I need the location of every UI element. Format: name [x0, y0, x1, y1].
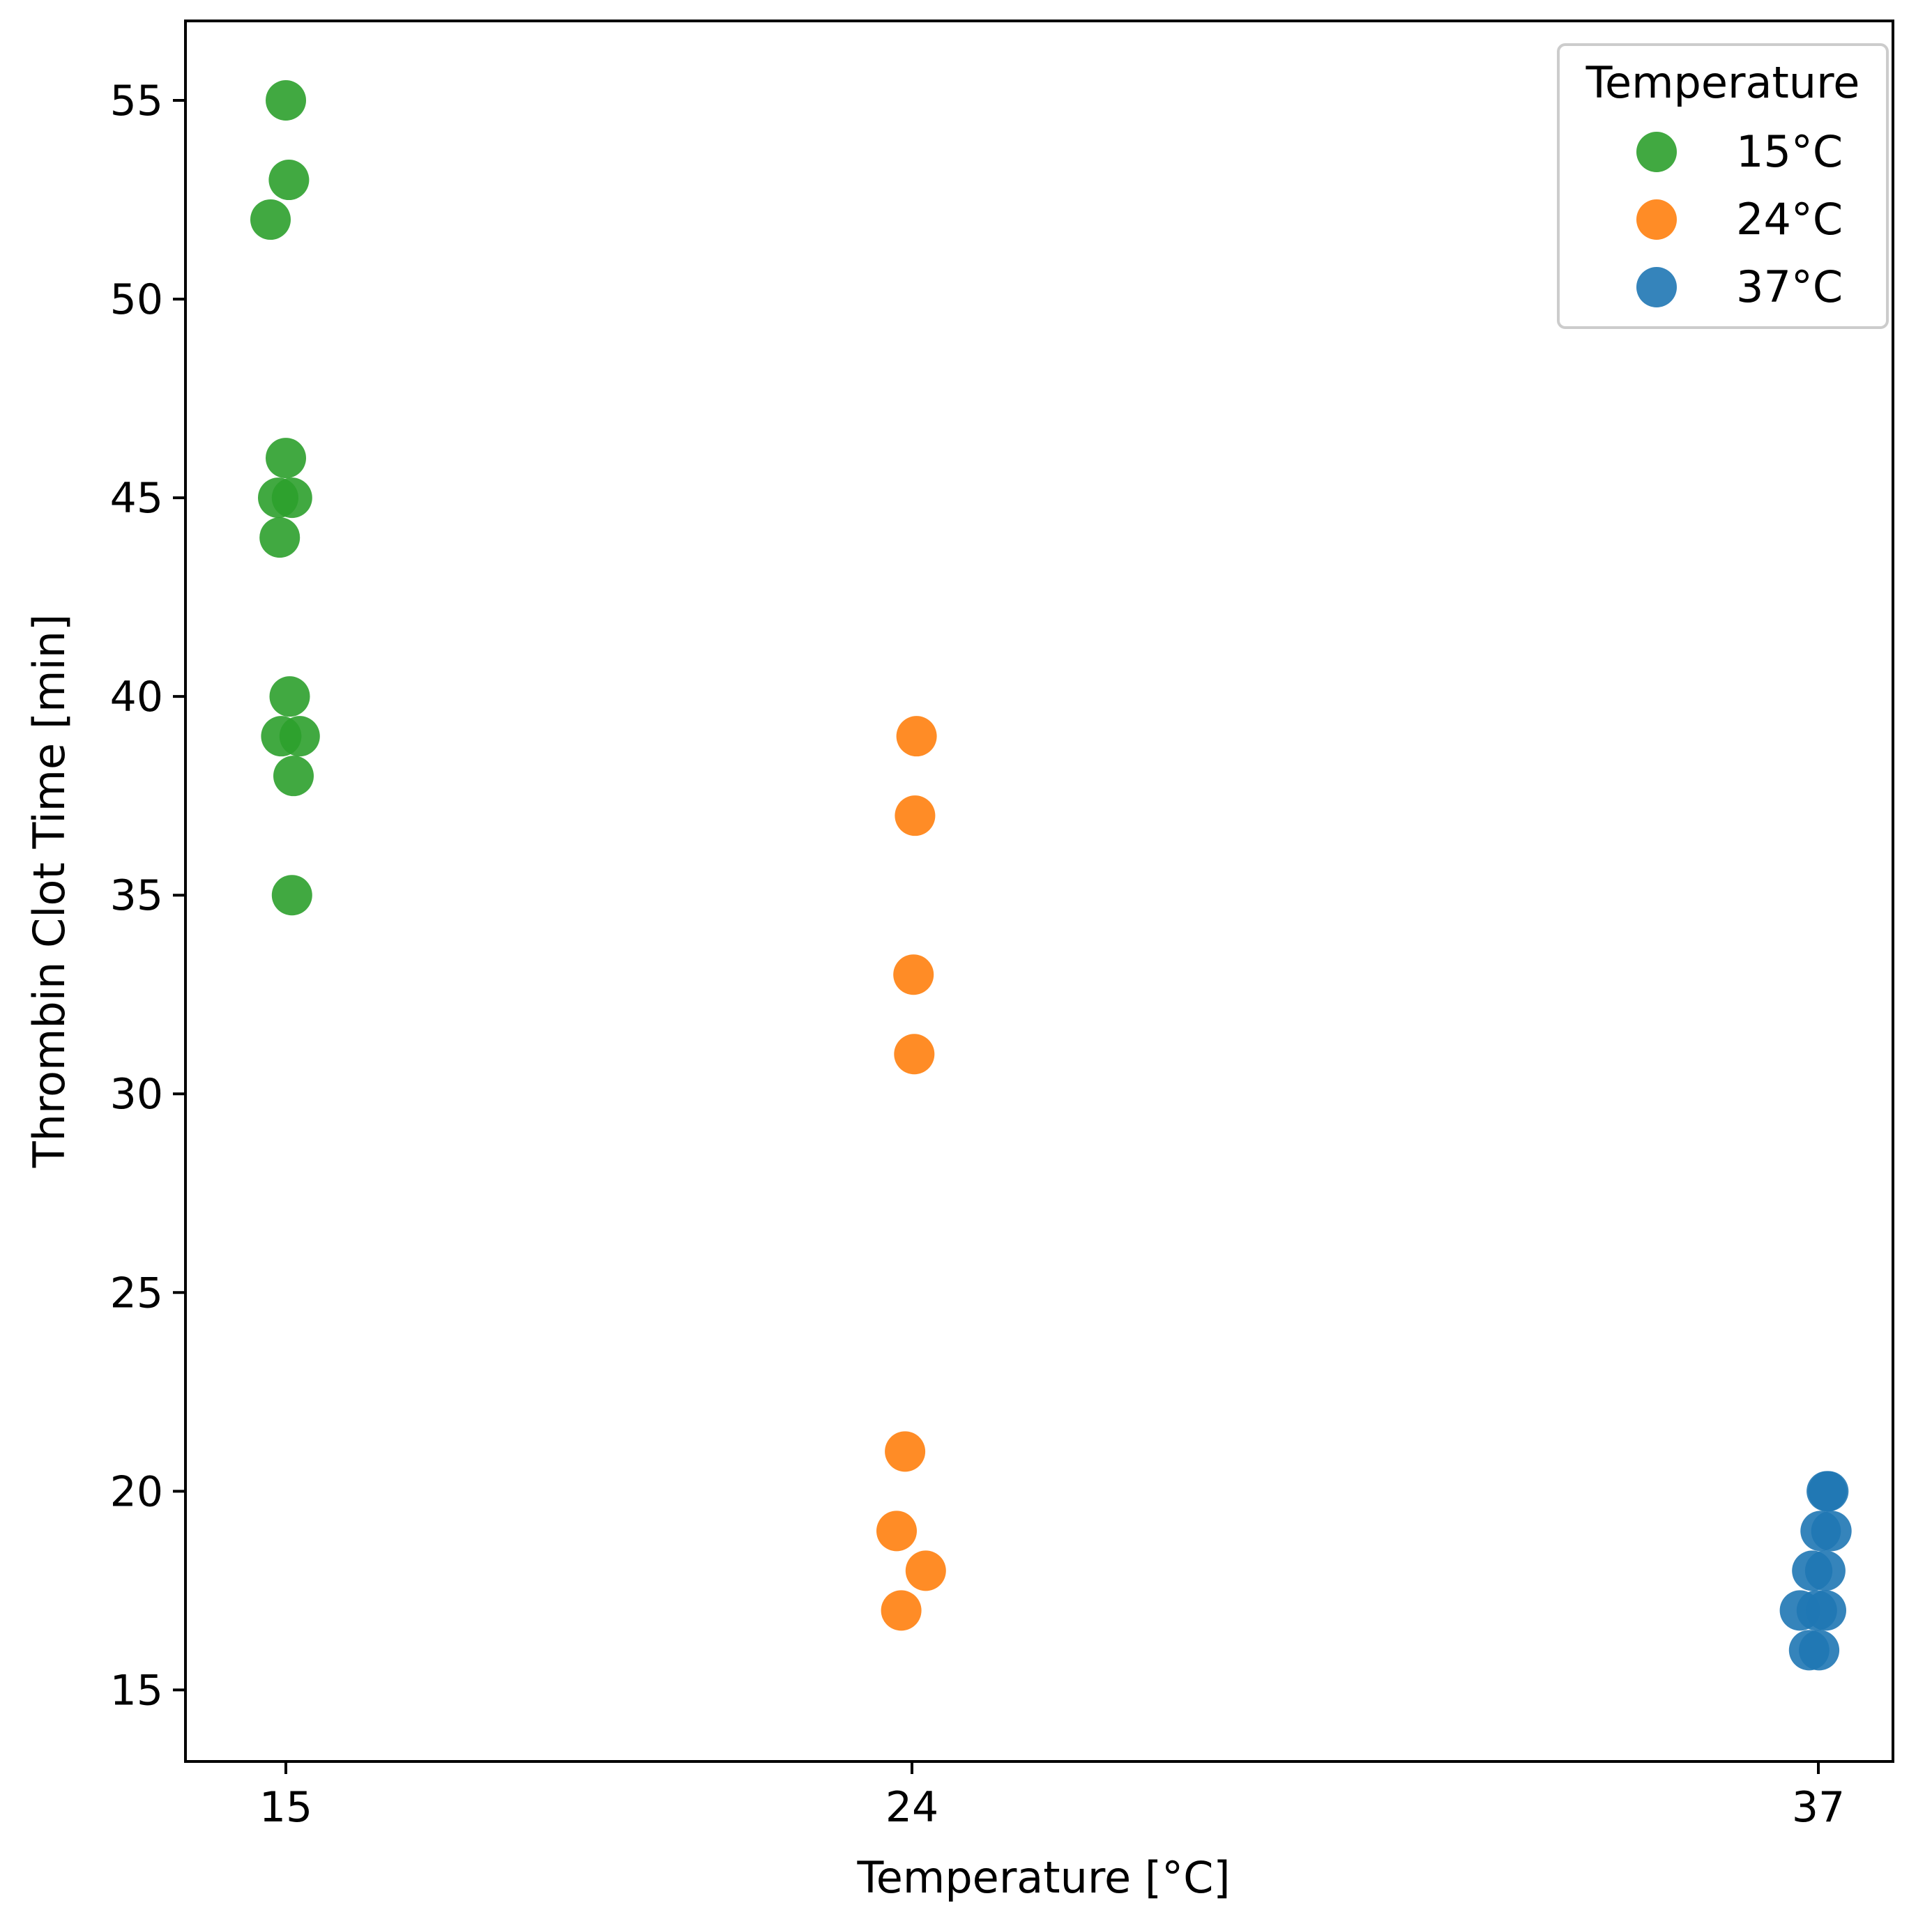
data-point — [268, 160, 310, 201]
y-axis-label: Thrombin Clot Time [min] — [24, 614, 75, 1168]
series-37 — [1779, 1471, 1852, 1671]
data-point — [894, 1034, 935, 1075]
data-point — [1806, 1590, 1846, 1631]
legend-title: Temperature — [1585, 57, 1860, 108]
y-tick-label: 20 — [110, 1467, 163, 1516]
legend-box — [1557, 43, 1889, 329]
data-point — [876, 1511, 917, 1552]
legend-label: 15°C — [1736, 126, 1843, 177]
legend: Temperature 15°C 24°C 37°C — [1557, 43, 1889, 329]
y-axis-ticks: 15 20 25 30 35 40 45 50 55 — [110, 77, 185, 1715]
data-point — [269, 676, 310, 717]
data-point — [893, 954, 934, 995]
y-tick-label: 35 — [110, 871, 163, 920]
legend-label: 37°C — [1736, 261, 1843, 312]
y-tick-label: 25 — [110, 1269, 163, 1317]
data-point — [259, 517, 301, 558]
data-point — [271, 875, 312, 916]
y-tick-label: 40 — [110, 673, 163, 721]
x-tick-label: 37 — [1792, 1783, 1845, 1832]
data-point — [1808, 1471, 1849, 1512]
data-point — [885, 1431, 926, 1472]
data-point — [881, 1590, 922, 1631]
series-15 — [250, 80, 320, 916]
data-point — [279, 716, 320, 757]
legend-label: 24°C — [1736, 194, 1843, 245]
data-point — [266, 438, 306, 479]
x-axis-label: Temperature [°C] — [856, 1852, 1230, 1903]
data-point — [250, 199, 291, 240]
y-tick-label: 45 — [110, 474, 163, 523]
data-point — [1799, 1630, 1840, 1671]
x-tick-label: 24 — [885, 1783, 938, 1832]
legend-marker — [1636, 132, 1677, 172]
y-tick-label: 50 — [110, 275, 163, 324]
data-point — [271, 477, 312, 519]
data-point — [896, 716, 937, 757]
data-point — [273, 756, 314, 797]
y-tick-label: 30 — [110, 1070, 163, 1119]
data-points — [250, 80, 1852, 1671]
data-point — [1811, 1511, 1852, 1552]
data-point — [1804, 1550, 1846, 1591]
data-point — [895, 795, 936, 836]
legend-items: 15°C 24°C 37°C — [1636, 126, 1843, 312]
plot-area-frame — [184, 20, 1894, 1763]
data-point — [266, 80, 306, 121]
x-tick-label: 15 — [259, 1783, 312, 1832]
data-point — [905, 1550, 946, 1591]
y-tick-label: 15 — [110, 1666, 163, 1715]
legend-marker — [1636, 267, 1677, 307]
legend-marker — [1636, 199, 1677, 240]
x-axis-ticks: 15 24 37 — [259, 1761, 1845, 1832]
series-24 — [876, 716, 946, 1631]
y-tick-label: 55 — [110, 77, 163, 125]
